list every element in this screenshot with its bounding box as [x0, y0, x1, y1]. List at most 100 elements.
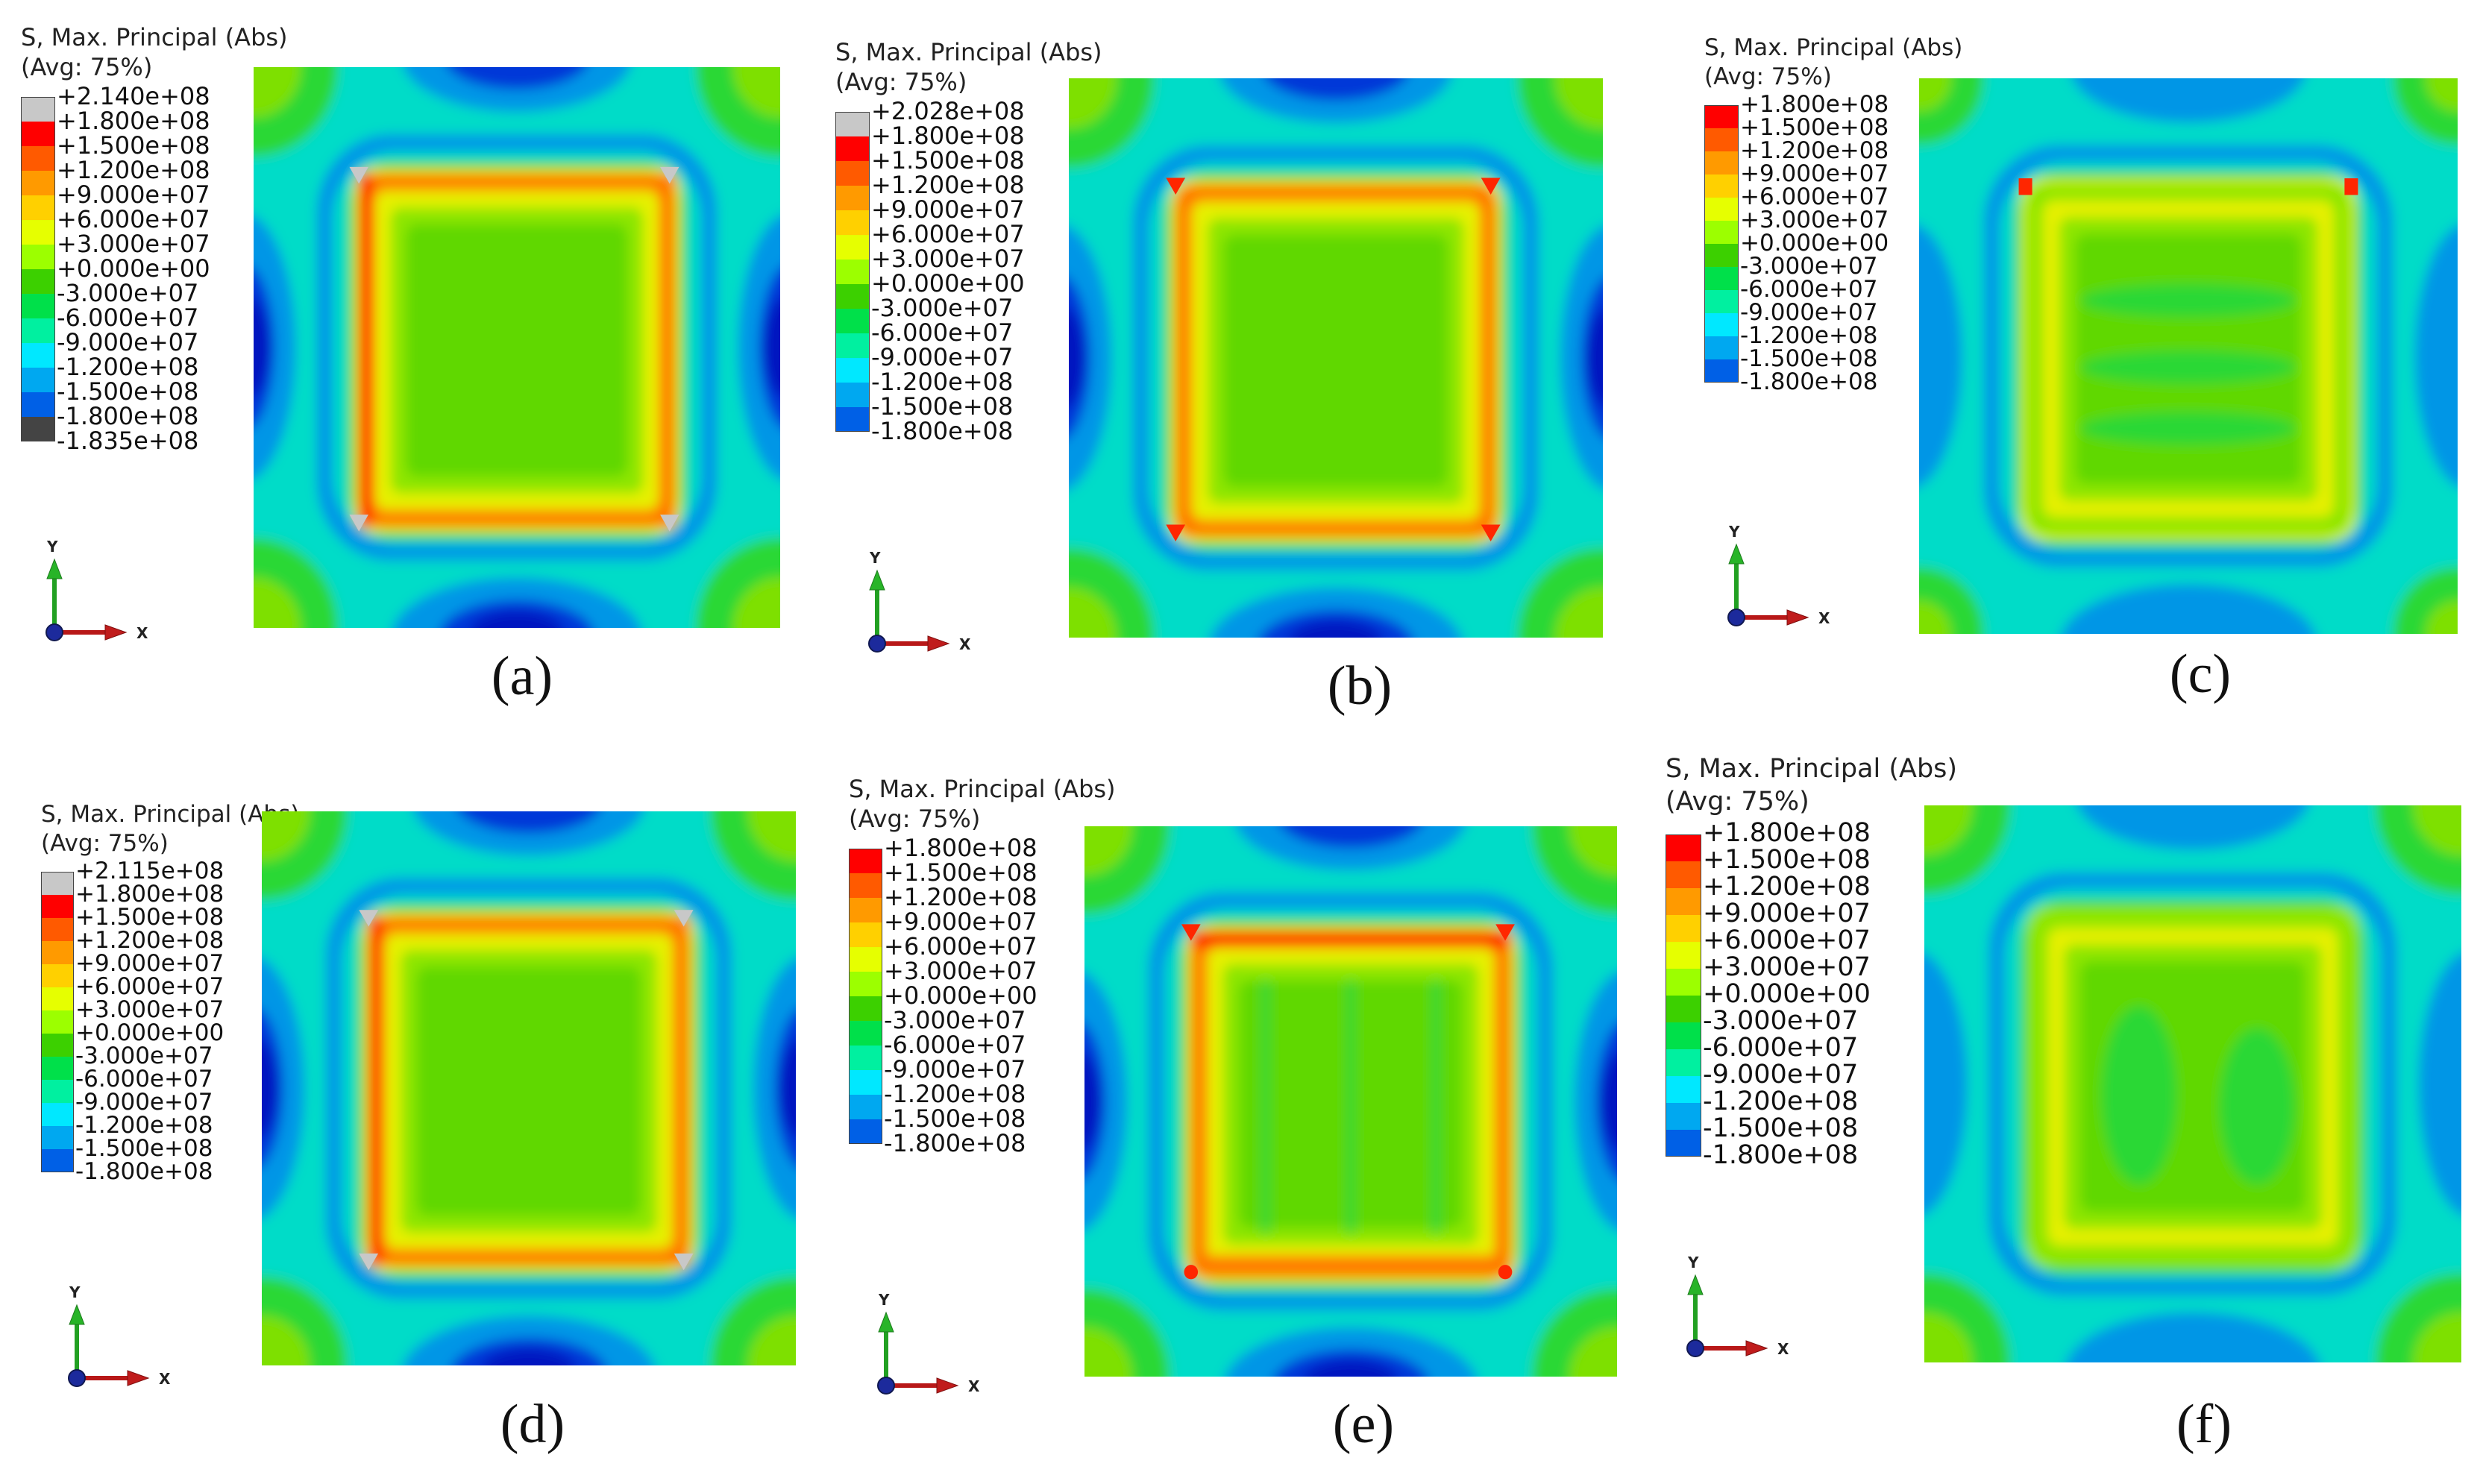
- legend-swatch: [1666, 834, 1701, 861]
- legend-swatch: [21, 145, 55, 171]
- legend-swatch: [1704, 336, 1739, 360]
- legend-tick-label: -1.500e+08: [1740, 345, 1878, 372]
- legend-border: [1704, 105, 1739, 383]
- legend-swatch: [41, 1010, 74, 1034]
- legend-tick-label: -9.000e+07: [871, 342, 1014, 371]
- axis-triad-icon: YX: [45, 538, 148, 642]
- legend-swatch: [1666, 942, 1701, 969]
- axis-x-label: X: [1777, 1340, 1789, 1358]
- legend-tick-label: +1.500e+08: [871, 145, 1025, 175]
- legend-tick-label: -9.000e+07: [57, 327, 199, 356]
- legend-tick-label: +1.800e+08: [884, 833, 1037, 862]
- color-legend: [1704, 105, 1739, 383]
- legend-swatch: [849, 922, 882, 947]
- legend-tick-label: +2.115e+08: [75, 857, 225, 884]
- legend-tick-label: -9.000e+07: [1740, 298, 1878, 326]
- legend-swatch: [1666, 1130, 1701, 1157]
- color-legend: [41, 872, 74, 1173]
- legend-tick-label: -1.800e+08: [1740, 368, 1878, 395]
- legend-tick-label: +3.000e+07: [1703, 952, 1871, 983]
- legend-swatch: [21, 342, 55, 368]
- legend-swatch: [41, 918, 74, 942]
- legend-tick-label: +1.800e+08: [871, 121, 1025, 150]
- legend-tick-label: +1.200e+08: [1703, 872, 1871, 902]
- legend-tick-label: +6.000e+07: [884, 931, 1037, 960]
- legend-swatch: [849, 1020, 882, 1046]
- legend-swatch: [1666, 1049, 1701, 1076]
- legend-swatch: [21, 195, 55, 220]
- legend-tick-label: +0.000e+00: [75, 1019, 225, 1046]
- legend-swatch: [835, 283, 870, 309]
- legend-tick-label: -6.000e+07: [75, 1065, 213, 1092]
- legend-tick-label: +6.000e+07: [871, 219, 1025, 248]
- legend-tick-label: -3.000e+07: [1703, 1006, 1859, 1037]
- legend-swatch: [849, 848, 882, 873]
- legend-title-averaging: (Avg: 75%): [1704, 63, 1832, 90]
- legend-swatch: [849, 1094, 882, 1119]
- legend-tick-label: -1.800e+08: [57, 401, 199, 430]
- legend-swatch: [835, 136, 870, 161]
- legend-tick-label: -9.000e+07: [884, 1054, 1026, 1084]
- axis-x-label: X: [136, 624, 148, 642]
- color-legend: [1666, 834, 1701, 1157]
- legend-tick-label: -1.500e+08: [75, 1134, 213, 1162]
- legend-tick-label: -1.500e+08: [871, 392, 1014, 421]
- legend-tick-label: +1.800e+08: [1703, 818, 1871, 849]
- legend-tick-label: -1.200e+08: [871, 367, 1014, 396]
- color-legend: [849, 848, 882, 1144]
- legend-tick-label: +1.200e+08: [1740, 136, 1889, 164]
- legend-swatch: [21, 293, 55, 318]
- legend-tick-label: -1.800e+08: [871, 416, 1014, 445]
- legend-border: [41, 872, 74, 1173]
- legend-tick-label: -6.000e+07: [1703, 1033, 1859, 1063]
- legend-title-averaging: (Avg: 75%): [21, 53, 153, 81]
- legend-title-averaging: (Avg: 75%): [835, 68, 967, 96]
- axis-triad-icon: YX: [68, 1283, 171, 1388]
- axis-triad-icon: YX: [1686, 1254, 1789, 1358]
- legend-tick-label: +9.000e+07: [871, 195, 1025, 224]
- legend-swatch: [849, 946, 882, 972]
- legend-tick-label: -1.200e+08: [75, 1111, 213, 1139]
- legend-tick-label: +1.200e+08: [871, 170, 1025, 199]
- legend-tick-label: -1.835e+08: [57, 426, 199, 455]
- legend-tick-label: -1.200e+08: [1740, 321, 1878, 349]
- legend-tick-label: -6.000e+07: [1740, 275, 1878, 303]
- legend-swatch: [835, 259, 870, 284]
- panel-caption: (d): [500, 1394, 565, 1455]
- legend-swatch: [835, 406, 870, 432]
- legend-tick-label: +9.000e+07: [884, 907, 1037, 936]
- legend-tick-label: -3.000e+07: [871, 293, 1014, 322]
- legend-swatch: [1704, 244, 1739, 268]
- legend-swatch: [1704, 151, 1739, 175]
- legend-title-averaging: (Avg: 75%): [849, 805, 981, 833]
- legend-swatch: [21, 96, 55, 122]
- legend-tick-label: -3.000e+07: [75, 1042, 213, 1069]
- legend-tick-label: +1.200e+08: [75, 926, 225, 954]
- legend-swatch: [1704, 290, 1739, 314]
- legend-tick-label: -1.500e+08: [1703, 1113, 1859, 1144]
- color-legend: [21, 96, 55, 441]
- panel-caption: (f): [2176, 1394, 2232, 1455]
- legend-swatch: [41, 987, 74, 1011]
- axis-y-label: Y: [1687, 1254, 1699, 1271]
- legend-swatch: [849, 996, 882, 1021]
- axis-triad-icon: YX: [877, 1291, 980, 1395]
- legend-tick-label: +3.000e+07: [884, 956, 1037, 985]
- legend-swatch: [21, 170, 55, 195]
- legend-title: S, Max. Principal (Abs) (Avg: 75%): [41, 800, 299, 858]
- legend-tick-label: -1.800e+08: [884, 1128, 1026, 1157]
- legend-tick-label: -1.200e+08: [1703, 1087, 1859, 1117]
- legend-swatch: [41, 895, 74, 919]
- legend-tick-label: -9.000e+07: [75, 1088, 213, 1116]
- stress-contour-image: [1919, 78, 2458, 634]
- legend-tick-label: +9.000e+07: [1703, 899, 1871, 929]
- legend-swatch: [41, 1126, 74, 1150]
- legend-swatch: [41, 1034, 74, 1057]
- legend-tick-label: +6.000e+07: [57, 204, 210, 233]
- axis-y-label: Y: [869, 549, 881, 567]
- stress-contour-image: [262, 811, 796, 1365]
